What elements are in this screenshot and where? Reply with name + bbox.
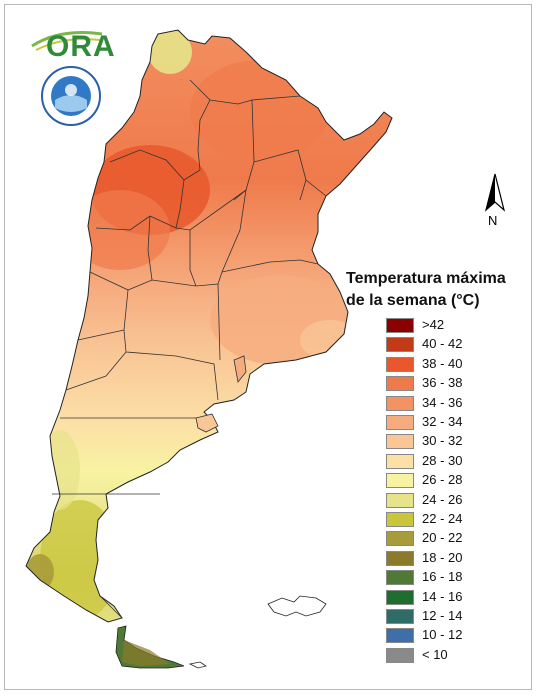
legend-swatch: [386, 492, 414, 508]
smn-seal-logo: [41, 66, 101, 126]
legend-label: 28 - 30: [422, 452, 463, 468]
legend-title: Temperatura máxima de la semana (°C): [346, 268, 506, 312]
legend-label: 22 - 24: [422, 511, 463, 526]
legend-title-line1: Temperatura máxima: [346, 270, 506, 287]
legend-item: < 10: [386, 646, 526, 665]
legend-swatch: [386, 609, 414, 624]
legend-label: 34 - 36: [422, 394, 463, 410]
legend-item: 24 - 26: [386, 491, 526, 510]
legend-item: 38 - 40: [386, 355, 526, 374]
legend-item: 34 - 36: [386, 394, 526, 413]
legend-label: 10 - 12: [422, 627, 463, 643]
legend-label: 20 - 22: [422, 530, 463, 546]
map-frame: [4, 4, 532, 690]
legend-item: >42: [386, 316, 526, 335]
legend-label: 26 - 28: [422, 472, 463, 488]
legend-label: 24 - 26: [422, 491, 463, 507]
legend-swatch: [386, 415, 414, 430]
legend-swatch: [386, 356, 414, 372]
legend-item: 40 - 42: [386, 335, 526, 354]
legend-swatch: [386, 570, 414, 586]
legend-label: 14 - 16: [422, 588, 463, 604]
legend-item: 22 - 24: [386, 510, 526, 529]
legend-item: 26 - 28: [386, 471, 526, 490]
north-arrow-icon: [484, 173, 506, 212]
ora-logo-swoosh: [31, 31, 103, 51]
ora-logo-text: ORA: [46, 30, 116, 63]
legend-label: 36 - 38: [422, 375, 463, 391]
legend-swatch: [386, 453, 414, 469]
legend-swatch: [386, 376, 414, 392]
legend-swatch: [386, 318, 414, 333]
legend-item: 14 - 16: [386, 588, 526, 607]
legend-label: >42: [422, 317, 445, 332]
legend-item: 30 - 32: [386, 432, 526, 451]
legend-swatch: [386, 628, 414, 644]
legend-label: 38 - 40: [422, 355, 463, 371]
legend-title-line2: de la semana (°C): [346, 292, 480, 309]
legend-swatch: [386, 512, 414, 527]
legend-label: < 10: [422, 646, 448, 662]
legend-swatch: [386, 337, 414, 353]
legend-item: 32 - 34: [386, 413, 526, 432]
province-borders: [25, 29, 393, 623]
legend-item: 18 - 20: [386, 549, 526, 568]
legend-swatch: [386, 550, 414, 566]
legend-item: 28 - 30: [386, 452, 526, 471]
legend-label: 30 - 32: [422, 433, 463, 449]
legend-swatch: [386, 531, 414, 547]
legend-item: 12 - 14: [386, 607, 526, 626]
legend-swatch: [386, 647, 414, 663]
legend-item: 20 - 22: [386, 529, 526, 548]
legend-swatch: [386, 434, 414, 450]
north-label: N: [488, 213, 498, 228]
legend-swatch: [386, 395, 414, 411]
legend-label: 18 - 20: [422, 549, 463, 565]
legend-label: 32 - 34: [422, 414, 463, 429]
legend-swatch: [386, 589, 414, 605]
legend-item: 36 - 38: [386, 374, 526, 393]
legend-item: 10 - 12: [386, 626, 526, 645]
legend-label: 16 - 18: [422, 569, 463, 585]
legend-item: 16 - 18: [386, 568, 526, 587]
legend-swatch: [386, 473, 414, 489]
legend-label: 40 - 42: [422, 336, 463, 352]
legend-label: 12 - 14: [422, 608, 463, 623]
malvinas-islands: [188, 595, 327, 669]
